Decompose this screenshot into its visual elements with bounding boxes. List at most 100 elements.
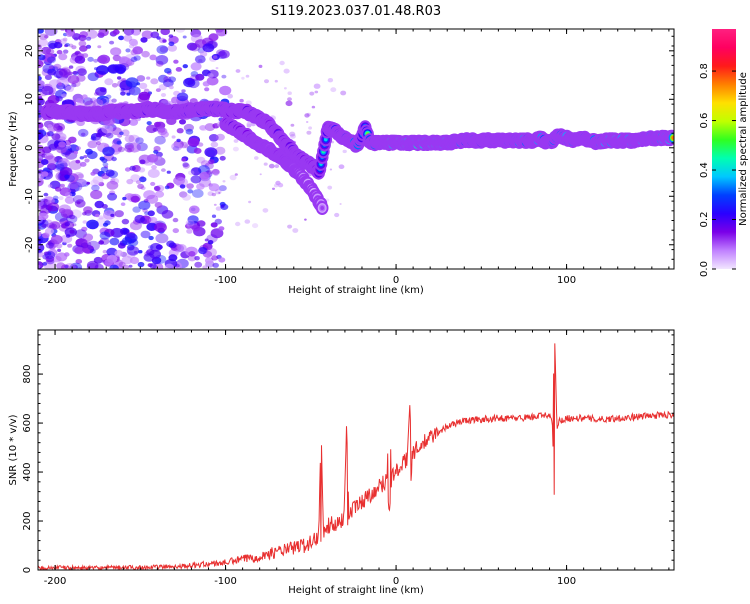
noise-blob (78, 40, 87, 47)
noise-blob (85, 29, 98, 39)
noise-blob (204, 123, 216, 132)
noise-blob (65, 174, 75, 183)
noise-blob (283, 68, 290, 74)
noise-blob (122, 264, 130, 269)
noise-blob (97, 45, 102, 49)
noise-blob (130, 56, 138, 63)
noise-blob (69, 229, 75, 234)
noise-blob (111, 83, 118, 88)
noise-blob (58, 204, 72, 215)
noise-blob (79, 156, 85, 160)
noise-blob (104, 220, 111, 226)
noise-blob (41, 85, 54, 96)
noise-blob (187, 220, 194, 226)
noise-blob (98, 181, 105, 187)
noise-blob (196, 220, 206, 227)
noise-blob (102, 249, 108, 254)
noise-blob (191, 224, 201, 232)
noise-blob (168, 41, 175, 47)
noise-blob (87, 72, 99, 82)
noise-blob (198, 165, 210, 175)
noise-blob (56, 145, 67, 154)
noise-blob (186, 228, 193, 234)
noise-blob (58, 68, 71, 78)
noise-blob (210, 141, 219, 148)
noise-blob (44, 250, 56, 260)
noise-blob (110, 227, 124, 238)
noise-blob (204, 147, 218, 158)
spectrogram-heatmap (38, 29, 674, 269)
noise-blob (90, 136, 97, 141)
noise-blob (212, 262, 219, 268)
noise-blob (190, 175, 202, 184)
noise-blob (101, 124, 114, 134)
noise-blob (210, 222, 218, 228)
noise-blob (139, 159, 146, 165)
noise-blob (133, 55, 141, 61)
noise-blob (40, 159, 49, 165)
noise-blob (50, 234, 63, 245)
noise-blob (47, 40, 58, 49)
noise-blob (208, 183, 220, 192)
noise-blob (185, 219, 195, 227)
noise-blob (146, 76, 151, 80)
noise-blob (89, 249, 96, 254)
noise-blob (112, 29, 120, 35)
noise-blob (47, 202, 60, 212)
noise-blob (157, 127, 168, 136)
noise-blob (74, 246, 85, 255)
noise-blob (148, 216, 158, 224)
noise-blob (141, 50, 150, 58)
noise-blob (59, 183, 65, 188)
noise-blob (77, 128, 89, 138)
noise-blob (114, 250, 124, 257)
noise-blob (98, 215, 104, 220)
noise-blob (248, 200, 252, 204)
noise-blob (137, 261, 145, 268)
noise-blob (179, 119, 186, 125)
noise-blob (56, 50, 63, 55)
noise-blob (86, 36, 92, 41)
noise-blob (47, 184, 53, 188)
noise-blob (138, 217, 147, 225)
x-tick-label: -100 (214, 275, 237, 286)
noise-blob (214, 29, 224, 33)
noise-blob (38, 38, 48, 47)
noise-blob (68, 160, 82, 171)
noise-blob (59, 38, 67, 45)
noise-blob (55, 243, 63, 249)
noise-blob (150, 31, 160, 39)
noise-blob (111, 156, 117, 162)
noise-blob (154, 222, 167, 233)
noise-blob (96, 141, 101, 146)
noise-blob (52, 66, 59, 71)
noise-blob (289, 131, 296, 137)
noise-blob (304, 218, 307, 221)
noise-blob (187, 137, 200, 147)
noise-blob (182, 35, 187, 39)
snr-x-ticks: -200 -100 0 100 (37, 330, 670, 587)
noise-blob (73, 150, 79, 155)
noise-blob (279, 60, 285, 66)
spectrogram-x-ticks: -200 -100 0 100 (37, 29, 670, 286)
noise-blob (45, 242, 54, 249)
colorbar-gradient (712, 29, 736, 269)
x-tick-label: 100 (557, 275, 576, 286)
noise-blob (245, 74, 250, 78)
noise-blob (146, 121, 152, 126)
noise-blob (204, 87, 210, 92)
noise-blob (153, 145, 161, 152)
x-tick-label: 0 (393, 576, 399, 587)
noise-blob (43, 53, 56, 63)
noise-blob (104, 258, 114, 266)
noise-blob (140, 37, 148, 43)
noise-blob (70, 179, 77, 185)
noise-blob (79, 161, 87, 167)
noise-blob (187, 215, 199, 224)
noise-blob (122, 196, 127, 201)
noise-blob (45, 48, 55, 55)
noise-blob (44, 29, 58, 36)
noise-blob (99, 156, 105, 161)
noise-blob (95, 87, 107, 96)
